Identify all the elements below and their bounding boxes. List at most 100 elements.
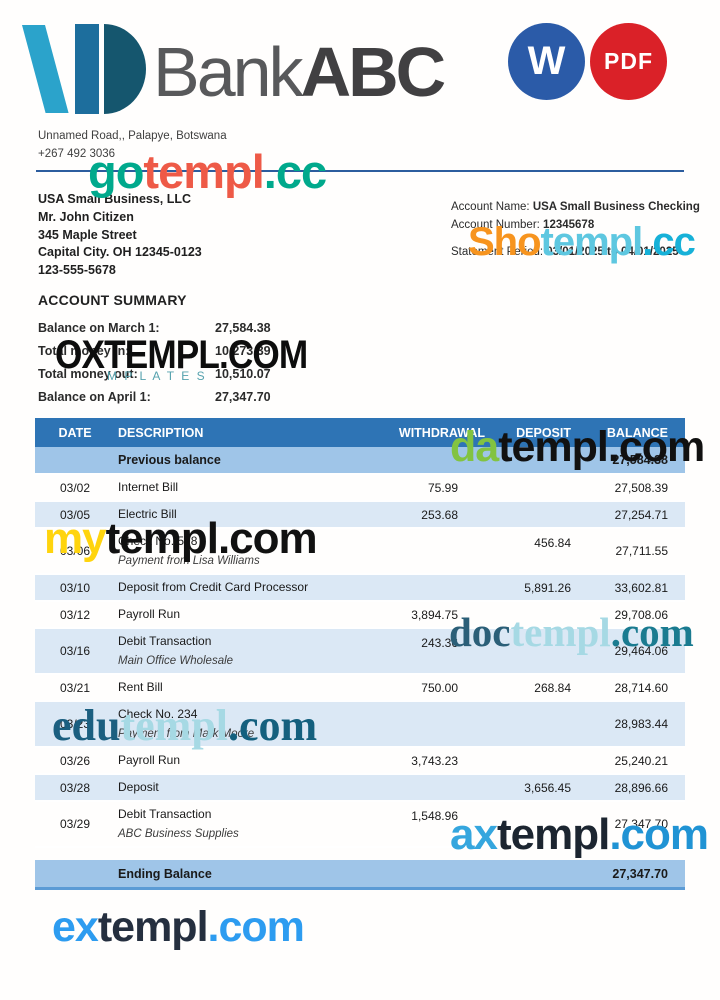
account-summary-title: ACCOUNT SUMMARY xyxy=(38,292,187,308)
cell-date: 03/26 xyxy=(59,753,91,768)
cell-description: Payroll Run xyxy=(118,753,181,767)
cell-withdrawal: 243.36 xyxy=(421,636,458,650)
watermark-axtempl: axtempl.com xyxy=(450,810,709,859)
cell-withdrawal xyxy=(397,702,487,709)
header-date: DATE xyxy=(58,425,92,440)
header-divider xyxy=(36,170,684,172)
cell-balance: 25,240.21 xyxy=(614,753,668,768)
table-row: 03/23 Check No. 234 Payment from Mark Mo… xyxy=(35,702,685,748)
cell-description: Check No. 598 xyxy=(118,533,198,548)
cell-date: 03/10 xyxy=(59,580,91,595)
cell-deposit xyxy=(487,802,577,809)
cell-description: Deposit from Credit Card Processor xyxy=(118,580,309,594)
account-number-row: Account Number: 12345678 xyxy=(451,219,595,231)
cell-date: 03/02 xyxy=(59,480,91,495)
customer-address-block: USA Small Business, LLC Mr. John Citizen… xyxy=(38,191,202,280)
cell-balance: 27,711.55 xyxy=(615,544,669,558)
table-header-row: DATE DESCRIPTION WITHDRAWAL DEPOSIT BALA… xyxy=(35,418,685,447)
table-row: 03/10 Deposit from Credit Card Processor… xyxy=(35,575,685,602)
cell-description: Electric Bill xyxy=(118,507,177,521)
bank-logo-bar-icon xyxy=(75,24,99,114)
pdf-file-icon[interactable]: PDF xyxy=(590,23,667,100)
customer-line: Mr. John Citizen xyxy=(38,209,134,224)
cell-balance: 27,508.39 xyxy=(614,480,668,495)
previous-balance-value: 27,584.38 xyxy=(612,453,668,467)
ending-balance-value: 27,347.70 xyxy=(612,866,668,881)
watermark-gotempl: gotempl.cc xyxy=(88,145,327,198)
customer-line: 345 Maple Street xyxy=(38,227,137,242)
summary-row: Total money out: 10,510.07 xyxy=(38,367,271,381)
cell-balance: 27,347.70 xyxy=(614,817,668,831)
cell-balance: 28,714.60 xyxy=(614,680,668,695)
cell-withdrawal: 3,743.23 xyxy=(411,753,458,768)
table-row: 03/21 Rent Bill 750.00 268.84 28,714.60 xyxy=(35,675,685,702)
table-row: 03/26 Payroll Run 3,743.23 25,240.21 xyxy=(35,748,685,775)
word-file-icon[interactable]: W xyxy=(508,23,585,100)
bank-logo-stripe-icon xyxy=(22,25,69,113)
table-row: 03/12 Payroll Run 3,894.75 29,708.06 xyxy=(35,602,685,629)
statement-period-row: Statement Period: 03/01/2025 to 04/01/20… xyxy=(451,246,679,258)
cell-deposit: 5,891.26 xyxy=(524,580,571,595)
cell-description: Debit Transaction xyxy=(118,806,212,821)
cell-balance: 28,896.66 xyxy=(614,780,668,795)
cell-sub-description: Payment from Mark Moore xyxy=(118,727,255,740)
table-row: 03/05 Electric Bill 253.68 27,254.71 xyxy=(35,502,685,529)
watermark-doctempl: doctempl.com xyxy=(449,609,694,655)
bank-name-light: Bank xyxy=(153,33,304,111)
account-name-row: Account Name: USA Small Business Checkin… xyxy=(451,201,700,213)
ending-balance-label: Ending Balance xyxy=(118,866,212,881)
cell-withdrawal: 750.00 xyxy=(421,680,458,695)
cell-description: Debit Transaction xyxy=(118,633,212,648)
cell-withdrawal xyxy=(397,529,487,536)
cell-description: Check No. 234 xyxy=(118,706,198,721)
cell-description: Internet Bill xyxy=(118,480,179,494)
summary-row: Balance on March 1: 27,584.38 xyxy=(38,321,271,335)
cell-balance: 29,708.06 xyxy=(614,607,668,622)
summary-row: Total money in: 10,273.39 xyxy=(38,344,271,358)
cell-withdrawal: 1,548.96 xyxy=(411,809,458,823)
cell-balance: 29,464.06 xyxy=(614,644,668,658)
cell-sub-description: Main Office Wholesale xyxy=(118,654,234,667)
cell-withdrawal: 253.68 xyxy=(421,507,458,522)
bank-name-bold: ABC xyxy=(300,33,447,111)
header-withdrawal: WITHDRAWAL xyxy=(398,425,485,440)
cell-date: 03/29 xyxy=(59,817,91,831)
table-row: 03/02 Internet Bill 75.99 27,508.39 xyxy=(35,475,685,502)
cell-description: Deposit xyxy=(118,780,159,794)
cell-deposit: 3,656.45 xyxy=(524,780,571,795)
cell-description: Rent Bill xyxy=(118,680,163,694)
cell-deposit xyxy=(487,702,577,709)
cell-date: 03/21 xyxy=(59,680,91,695)
watermark-mytempl: mytempl.com xyxy=(44,514,318,563)
transactions-table: DATE DESCRIPTION WITHDRAWAL DEPOSIT BALA… xyxy=(35,418,685,890)
summary-row: Balance on April 1: 27,347.70 xyxy=(38,390,271,404)
header-description: DESCRIPTION xyxy=(118,425,204,440)
bank-phone: +267 492 3036 xyxy=(38,148,116,160)
cell-date: 03/28 xyxy=(59,780,91,795)
watermark-datempl: datempl.com xyxy=(450,423,705,471)
cell-deposit: 456.84 xyxy=(534,536,571,550)
header-balance: BALANCE xyxy=(606,425,668,440)
table-row: 03/06 Check No. 598 Payment from Lisa Wi… xyxy=(35,529,685,575)
watermark-oxtempl-sub: M P L A T E S xyxy=(107,369,207,383)
cell-date: 03/16 xyxy=(59,644,91,658)
cell-description: Payroll Run xyxy=(118,607,181,621)
watermark-extempl: extempl.com xyxy=(52,903,305,951)
table-row: 03/28 Deposit 3,656.45 28,896.66 xyxy=(35,775,685,802)
watermark-oxtempl: OXTEMPL.COM xyxy=(55,333,308,377)
ending-balance-row: Ending Balance 27,347.70 xyxy=(35,860,685,890)
bank-name: BankABC xyxy=(153,30,447,114)
cell-date: 03/23 xyxy=(59,717,91,731)
customer-line: Capital City. OH 12345-0123 xyxy=(38,245,202,260)
cell-sub-description: ABC Business Supplies xyxy=(118,827,239,840)
bank-address-line1: Unnamed Road,, Palapye, Botswana xyxy=(38,130,227,142)
cell-date: 03/12 xyxy=(59,607,91,622)
header-deposit: DEPOSIT xyxy=(516,425,571,440)
customer-line: USA Small Business, LLC xyxy=(38,192,192,206)
watermark-edutempl: edutempl.com xyxy=(52,701,318,750)
customer-line: 123-555-5678 xyxy=(38,263,116,278)
cell-sub-description: Payment from Lisa Williams xyxy=(118,554,260,567)
cell-balance: 28,983.44 xyxy=(614,717,668,731)
table-row: 03/16 Debit Transaction Main Office Whol… xyxy=(35,629,685,675)
